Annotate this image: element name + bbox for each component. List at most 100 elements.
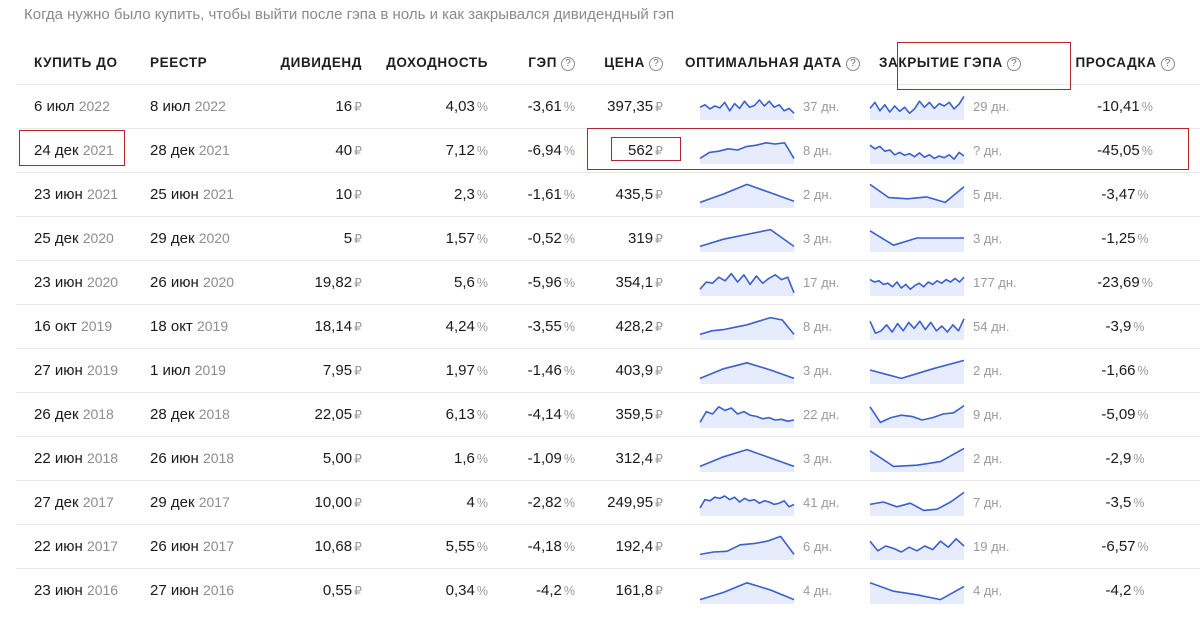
drawdown-cell: -2,9% [1036, 435, 1200, 480]
dividend-cell: 22,05 ₽ [254, 391, 366, 436]
optimal-date-cell: 37 дн. [667, 83, 861, 128]
dividend-cell: 10,68 ₽ [254, 523, 366, 568]
table-row[interactable]: 16 окт 2019 18 окт 2019 18,14 ₽4,24% -3,55% 4… [16, 303, 1200, 348]
table-header-row: КУПИТЬ ДО РЕЕСТР ДИВИДЕНД ДОХОДНОСТЬ ГЭП… [16, 42, 1200, 84]
gap-close-cell: ? дн. [861, 127, 1036, 172]
optimal-date-cell: 2 дн. [667, 171, 861, 216]
table-row[interactable]: 27 июн 2019 1 июл 2019 7,95 ₽1,97% -1,46% 403… [16, 347, 1200, 392]
drawdown-cell: -6,57% [1036, 523, 1200, 568]
gap-close-sparkline [869, 144, 965, 164]
dividend-cell: 16 ₽ [254, 83, 366, 128]
buy-date-cell: 24 дек 2021 [16, 127, 132, 172]
gap-close-sparkline [869, 183, 965, 208]
gap-cell: -3,55% [492, 303, 579, 348]
table-row[interactable]: 23 июн 2016 27 июн 2016 0,55 ₽0,34% -4,2% 161… [16, 567, 1200, 612]
gap-cell: -5,96% [492, 259, 579, 304]
gap-close-sparkline-line [869, 359, 965, 380]
gap-close-sparkline-area [870, 582, 964, 604]
dividend-cell: 18,14 ₽ [254, 303, 366, 348]
header-gap-close[interactable]: ЗАКРЫТИЕ ГЭПА? [861, 42, 1036, 84]
optimal-date-sparkline-line [699, 362, 795, 380]
help-icon[interactable]: ? [561, 56, 575, 71]
gap-close-sparkline [869, 95, 965, 120]
optimal-date-sparkline-area [700, 229, 794, 252]
gap-close-sparkline-line [869, 95, 965, 114]
optimal-date-sparkline [699, 535, 795, 560]
header-optimal-date[interactable]: ОПТИМАЛЬНАЯ ДАТА? [667, 42, 861, 84]
table-row[interactable]: 24 дек 2021 28 дек 2021 40 ₽7,12% -6,94% 562 ₽… [16, 127, 1200, 172]
yield-cell: 0,34% [366, 567, 492, 612]
drawdown-cell: -5,09% [1036, 391, 1200, 436]
price-cell: 312,4 ₽ [579, 435, 667, 480]
gap-close-cell: 54 дн. [861, 303, 1036, 348]
header-buy-before[interactable]: КУПИТЬ ДО [34, 55, 118, 71]
gap-close-days: 2 дн. [973, 362, 1003, 378]
yield-cell: 6,13% [366, 391, 492, 436]
header-gap[interactable]: ГЭП? [492, 42, 579, 84]
drawdown-cell: -3,47% [1036, 171, 1200, 216]
header-dividend[interactable]: ДИВИДЕНД [280, 55, 362, 71]
optimal-date-cell: 8 дн. [667, 303, 861, 348]
gap-close-sparkline-area [870, 492, 964, 516]
gap-close-sparkline-line [869, 276, 965, 290]
table-row[interactable]: 22 июн 2017 26 июн 2017 10,68 ₽5,55% -4,18% 1… [16, 523, 1200, 568]
gap-cell: -1,09% [492, 435, 579, 480]
optimal-date-sparkline-line [699, 448, 795, 468]
dividend-cell: 10 ₽ [254, 171, 366, 216]
gap-close-cell: 2 дн. [861, 347, 1036, 392]
table-row[interactable]: 27 дек 2017 29 дек 2017 10,00 ₽4% -2,82% 249,… [16, 479, 1200, 524]
optimal-date-sparkline-area [700, 273, 794, 296]
gap-close-sparkline [869, 230, 964, 252]
optimal-date-sparkline-line [699, 582, 795, 601]
registry-date-cell: 25 июн 2021 [132, 171, 254, 216]
optimal-date-cell: 3 дн. [667, 215, 861, 260]
optimal-date-cell: 22 дн. [667, 391, 861, 436]
gap-close-cell: 177 дн. [861, 259, 1036, 304]
optimal-date-sparkline-line [699, 183, 795, 204]
drawdown-cell: -3,5% [1036, 479, 1200, 524]
dividend-table: КУПИТЬ ДО РЕЕСТР ДИВИДЕНД ДОХОДНОСТЬ ГЭП… [16, 42, 1200, 612]
buy-date-cell: 22 июн 2017 [16, 523, 132, 568]
dividend-cell: 7,95 ₽ [254, 347, 366, 392]
gap-cell: -1,46% [492, 347, 579, 392]
price-cell: 397,35 ₽ [579, 83, 667, 128]
yield-cell: 4,24% [366, 303, 492, 348]
optimal-days: 41 дн. [803, 494, 840, 510]
optimal-date-cell: 3 дн. [667, 435, 861, 480]
help-icon[interactable]: ? [845, 56, 860, 71]
optimal-date-cell: 17 дн. [667, 259, 861, 304]
optimal-date-sparkline-area [700, 536, 794, 560]
table-row[interactable]: 6 июл 2022 8 июл 2022 16 ₽4,03% -3,61% 397,35… [16, 83, 1200, 128]
optimal-date-sparkline [699, 448, 795, 472]
table-row[interactable]: 23 июн 2021 25 июн 2021 10 ₽2,3% -1,61% 435,5… [16, 171, 1200, 216]
registry-date-cell: 18 окт 2019 [132, 303, 254, 348]
help-icon[interactable]: ? [1160, 56, 1175, 71]
table-row[interactable]: 23 июн 2020 26 июн 2020 19,82 ₽5,6% -5,96% 35… [16, 259, 1200, 304]
yield-cell: 1,97% [366, 347, 492, 392]
buy-date-cell: 26 дек 2018 [16, 391, 132, 436]
optimal-date-sparkline-area [700, 582, 794, 604]
yield-cell: 4,03% [366, 83, 492, 128]
header-price[interactable]: ЦЕНА? [579, 42, 667, 84]
table-row[interactable]: 26 дек 2018 28 дек 2018 22,05 ₽6,13% -4,14% 3… [16, 391, 1200, 436]
price-cell: 403,9 ₽ [579, 347, 667, 392]
yield-cell: 5,6% [366, 259, 492, 304]
help-icon[interactable]: ? [649, 56, 663, 71]
gap-close-days: 7 дн. [973, 494, 1003, 510]
header-registry[interactable]: РЕЕСТР [150, 55, 208, 71]
optimal-days: 17 дн. [803, 274, 840, 290]
help-icon[interactable]: ? [1006, 56, 1021, 71]
gap-close-days: 3 дн. [973, 230, 1003, 246]
header-drawdown[interactable]: ПРОСАДКА? [1036, 42, 1200, 84]
registry-date-cell: 28 дек 2018 [132, 391, 254, 436]
optimal-days: 3 дн. [803, 230, 833, 246]
gap-close-sparkline-area [870, 230, 964, 252]
yield-cell: 1,6% [366, 435, 492, 480]
table-row[interactable]: 22 июн 2018 26 июн 2018 5,00 ₽1,6% -1,09% 312… [16, 435, 1200, 480]
optimal-date-sparkline-line [699, 272, 795, 294]
optimal-date-sparkline-line [699, 99, 795, 114]
header-yield[interactable]: ДОХОДНОСТЬ [386, 55, 488, 71]
drawdown-cell: -3,9% [1036, 303, 1200, 348]
gap-close-days: 2 дн. [973, 450, 1003, 466]
table-row[interactable]: 25 дек 2020 29 дек 2020 5 ₽1,57% -0,52% 319 ₽ 3… [16, 215, 1200, 260]
